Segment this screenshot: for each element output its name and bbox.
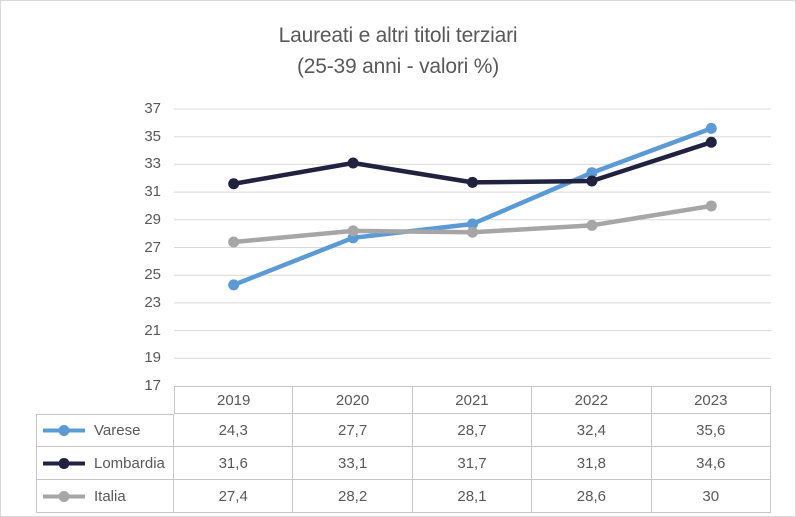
value-cell-varese-2023: 35,6: [651, 414, 771, 447]
data-point-lombardia-2020: [347, 157, 359, 169]
value-cell-varese-2019: 24,3: [174, 414, 294, 447]
year-header-2023: 2023: [651, 386, 771, 414]
y-axis-tick-label: 17: [144, 377, 161, 394]
legend-label-lombardia: Lombardia: [94, 454, 165, 472]
chart-title-line2: (25-39 anni - valori %): [297, 55, 499, 78]
value-cell-varese-2020: 27,7: [293, 414, 413, 447]
legend-item-italia: Italia: [36, 480, 174, 513]
legend-item-lombardia: Lombardia: [36, 447, 174, 480]
legend-label-varese: Varese: [94, 422, 141, 439]
value-cell-lombardia-2019: 31,6: [174, 447, 294, 480]
y-axis-tick-label: 25: [144, 266, 161, 284]
chart-title: Laureati e altri titoli terziari (25-39 …: [1, 20, 795, 82]
year-header-2022: 2022: [532, 386, 652, 414]
chart-title-line1: Laureati e altri titoli terziari: [278, 24, 518, 47]
value-cell-varese-2021: 28,7: [412, 414, 533, 447]
legend-swatch-icon-varese: [43, 425, 85, 436]
data-point-varese-2023: [705, 122, 717, 134]
y-axis-tick-label: 33: [144, 155, 161, 173]
data-table: 2019 2020 2021 2022 2023 Varese 24,3 27,7 28,7 32…: [36, 386, 771, 513]
y-axis-tick-label: 29: [144, 210, 161, 228]
y-axis-tick-label: 37: [144, 100, 161, 117]
value-cell-lombardia-2021: 31,7: [412, 447, 533, 480]
data-point-italia-2020: [347, 225, 359, 237]
legend-swatch-icon-italia: [43, 490, 85, 502]
value-cell-italia-2020: 28,2: [293, 480, 413, 513]
value-cell-italia-2021: 28,1: [412, 480, 533, 513]
value-cell-italia-2022: 28,6: [532, 480, 652, 513]
y-axis-tick-label: 31: [144, 183, 161, 201]
data-point-varese-2019: [228, 279, 240, 291]
table-corner-spacer: [36, 386, 174, 414]
y-axis-tick-label: 19: [144, 349, 161, 367]
value-cell-lombardia-2022: 31,8: [532, 447, 652, 480]
y-axis-tick-label: 23: [144, 293, 161, 311]
data-point-varese-2022: [586, 167, 598, 179]
y-axis-tick-label: 27: [144, 238, 161, 256]
data-point-italia-2021: [467, 226, 478, 238]
year-header-2021: 2021: [412, 386, 533, 414]
y-axis-tick-label: 21: [144, 321, 161, 339]
year-header-2019: 2019: [174, 386, 294, 414]
value-cell-lombardia-2023: 34,6: [651, 447, 771, 480]
y-axis-tick-label: 35: [144, 127, 161, 145]
value-cell-italia-2019: 27,4: [174, 480, 294, 513]
year-header-2020: 2020: [293, 386, 413, 414]
data-point-lombardia-2019: [228, 178, 240, 190]
series-line-varese: [231, 126, 714, 288]
value-cell-italia-2023: 30: [651, 480, 771, 513]
data-point-lombardia-2021: [467, 176, 478, 188]
data-point-varese-2021: [467, 218, 478, 230]
data-point-italia-2022: [586, 219, 598, 231]
data-point-italia-2023: [705, 200, 717, 212]
value-cell-varese-2022: 32,4: [532, 414, 652, 447]
value-cell-lombardia-2020: 33,1: [293, 447, 413, 480]
legend-item-varese: Varese: [36, 414, 174, 447]
legend-label-italia: Italia: [94, 487, 126, 505]
data-point-italia-2019: [228, 236, 240, 248]
legend-swatch-icon-lombardia: [43, 457, 85, 469]
data-point-lombardia-2023: [705, 136, 717, 148]
data-point-lombardia-2022: [586, 175, 598, 187]
